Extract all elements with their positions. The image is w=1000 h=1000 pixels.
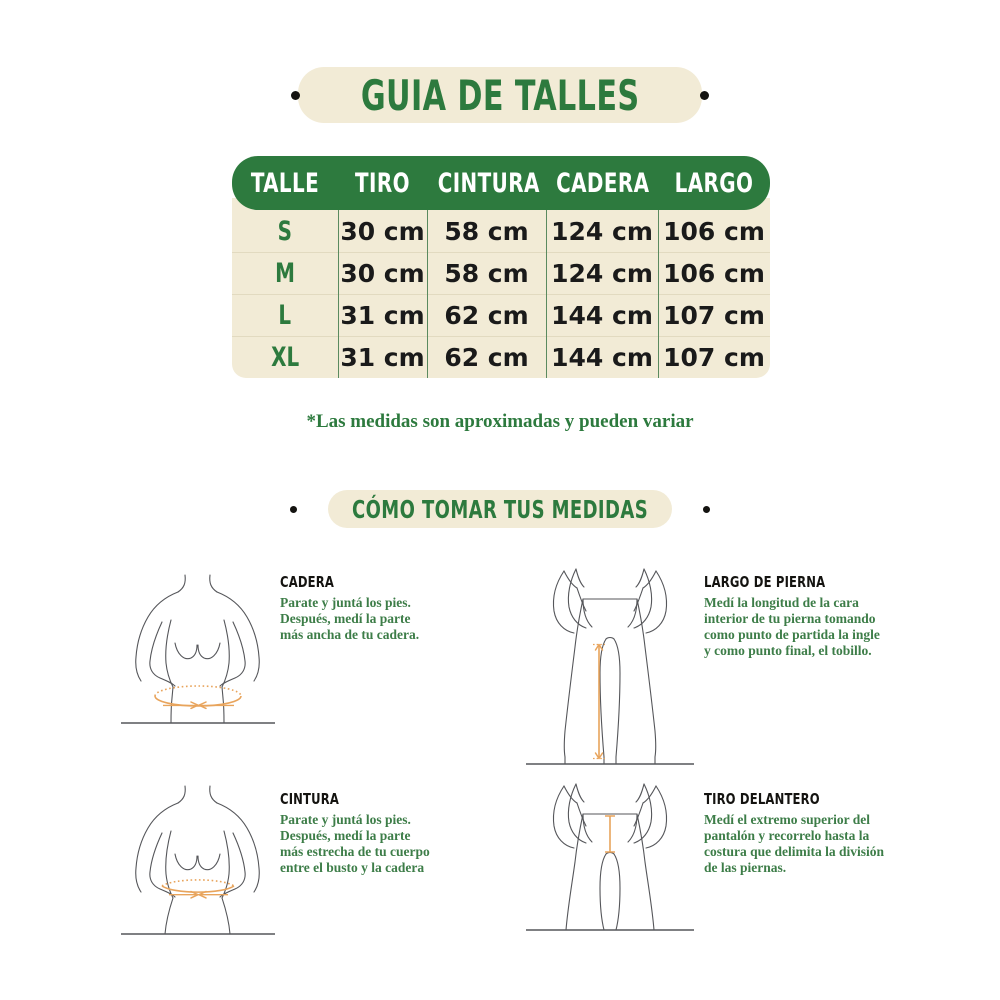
waist-measure-tape	[161, 879, 235, 899]
front-rise-figure-icon	[526, 783, 694, 931]
measure-line: Después, medí la parte	[280, 611, 411, 626]
cell-cintura: 58 cm	[427, 209, 546, 253]
cell-cintura: 62 cm	[427, 336, 546, 378]
illustration-cintura	[115, 772, 280, 945]
cell-tiro: 30 cm	[338, 252, 427, 295]
howto-title-pill: CÓMO TOMAR TUS MEDIDAS	[289, 490, 711, 528]
column-header-cadera: CADERA	[556, 167, 650, 199]
illustration-cadera	[115, 555, 280, 735]
measure-title-cintura: CINTURA	[280, 790, 340, 808]
table-row: S 30 cm 58 cm 124 cm 106 cm	[232, 209, 770, 253]
bullet-dot-icon	[700, 90, 710, 100]
measure-line: costura que delimita la división	[704, 844, 885, 859]
illustration-largo-de-pierna	[520, 553, 700, 773]
measure-title-tiro-delantero: TIRO DELANTERO	[704, 790, 820, 808]
measure-block-largo-de-pierna: LARGO DE PIERNA Medí la longitud de la c…	[704, 573, 880, 659]
measure-body-largo-de-pierna: Medí la longitud de la cara interior de …	[704, 595, 880, 659]
size-table: TALLE TIRO CINTURA CADERA LARGO S 30 cm …	[232, 156, 770, 378]
illustration-tiro-delantero	[520, 772, 700, 945]
cell-talle: M	[275, 258, 295, 289]
hip-measure-tape	[154, 685, 242, 710]
measure-block-cadera: CADERA Parate y juntá los pies. Después,…	[280, 573, 419, 643]
measure-line: Medí el extremo superior del	[704, 812, 870, 827]
measure-body-cadera: Parate y juntá los pies. Después, medí l…	[280, 595, 419, 643]
cell-tiro: 30 cm	[338, 209, 427, 253]
cell-tiro: 31 cm	[338, 294, 427, 337]
cell-largo: 106 cm	[658, 252, 770, 295]
cell-largo: 107 cm	[658, 294, 770, 337]
measure-block-tiro-delantero: TIRO DELANTERO Medí el extremo superior …	[704, 790, 884, 876]
cell-talle: L	[278, 300, 292, 331]
measure-body-tiro-delantero: Medí el extremo superior del pantalón y …	[704, 812, 884, 876]
cell-cadera: 124 cm	[546, 252, 658, 295]
cell-talle: S	[277, 215, 293, 247]
cell-cintura: 58 cm	[427, 252, 546, 295]
leg-length-figure-icon	[526, 568, 694, 765]
measure-line: Medí la longitud de la cara	[704, 595, 859, 610]
measure-line: y como punto final, el tobillo.	[704, 643, 872, 658]
table-body: S 30 cm 58 cm 124 cm 106 cm M 30 cm 58 c…	[232, 198, 770, 378]
leg-length-measure-arrow	[593, 643, 605, 760]
measure-line: Parate y juntá los pies.	[280, 595, 411, 610]
cell-talle: XL	[270, 342, 300, 373]
howto-title: CÓMO TOMAR TUS MEDIDAS	[351, 494, 649, 524]
table-header-row: TALLE TIRO CINTURA CADERA LARGO	[232, 156, 770, 210]
measure-line: como punto de partida la ingle	[704, 627, 880, 642]
measure-line: Parate y juntá los pies.	[280, 812, 411, 827]
cell-cadera: 124 cm	[546, 209, 658, 253]
cell-largo: 107 cm	[658, 336, 770, 378]
cell-cadera: 144 cm	[546, 294, 658, 337]
column-header-cintura: CINTURA	[437, 167, 540, 199]
front-rise-measure-arrow	[605, 815, 615, 853]
cell-cadera: 144 cm	[546, 336, 658, 378]
page-title: GUIA DE TALLES	[360, 70, 640, 120]
cell-largo: 106 cm	[658, 209, 770, 253]
table-row: M 30 cm 58 cm 124 cm 106 cm	[232, 252, 770, 295]
table-footnote: *Las medidas son aproximadas y pueden va…	[306, 411, 694, 432]
hip-measure-figure-icon	[121, 574, 275, 724]
column-header-tiro: TIRO	[355, 167, 410, 199]
measure-block-cintura: CINTURA Parate y juntá los pies. Después…	[280, 790, 430, 876]
measure-line: Después, medí la parte	[280, 828, 411, 843]
page-title-pill: GUIA DE TALLES	[290, 67, 710, 123]
cell-cintura: 62 cm	[427, 294, 546, 337]
column-header-talle: TALLE	[250, 167, 320, 199]
waist-measure-figure-icon	[121, 785, 275, 935]
measure-line: interior de tu pierna tomando	[704, 611, 876, 626]
column-header-largo: LARGO	[674, 167, 754, 199]
bullet-dot-icon	[289, 505, 297, 513]
bullet-dot-icon	[290, 90, 300, 100]
table-row: XL 31 cm 62 cm 144 cm 107 cm	[232, 336, 770, 378]
bullet-dot-icon	[703, 505, 711, 513]
table-row: L 31 cm 62 cm 144 cm 107 cm	[232, 294, 770, 337]
measure-body-cintura: Parate y juntá los pies. Después, medí l…	[280, 812, 430, 876]
measure-title-largo-de-pierna: LARGO DE PIERNA	[704, 573, 826, 591]
cell-tiro: 31 cm	[338, 336, 427, 378]
measure-line: de las piernas.	[704, 860, 787, 875]
measure-line: más ancha de tu cadera.	[280, 627, 420, 642]
measure-line: entre el busto y la cadera	[280, 860, 425, 875]
measure-line: pantalón y recorrelo hasta la	[704, 828, 870, 843]
measure-title-cadera: CADERA	[280, 573, 335, 591]
measure-line: más estrecha de tu cuerpo	[280, 844, 430, 859]
